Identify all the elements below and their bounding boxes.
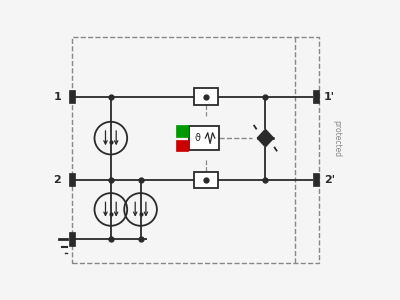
Bar: [69, 232, 75, 246]
Bar: [194, 172, 218, 188]
Bar: [69, 90, 75, 103]
Text: 1: 1: [54, 92, 61, 101]
Bar: [313, 90, 320, 103]
Bar: [69, 173, 75, 186]
Bar: [194, 88, 218, 105]
Bar: [313, 173, 320, 186]
Polygon shape: [257, 138, 274, 147]
Polygon shape: [257, 129, 274, 138]
Text: protected: protected: [332, 119, 341, 157]
Text: ϑ: ϑ: [195, 133, 201, 143]
Bar: [176, 125, 188, 136]
Bar: [189, 126, 219, 150]
Bar: [176, 140, 188, 151]
Text: 1': 1': [324, 92, 335, 101]
Text: 2': 2': [324, 175, 335, 185]
Text: 2: 2: [54, 175, 61, 185]
Bar: [72, 37, 319, 263]
